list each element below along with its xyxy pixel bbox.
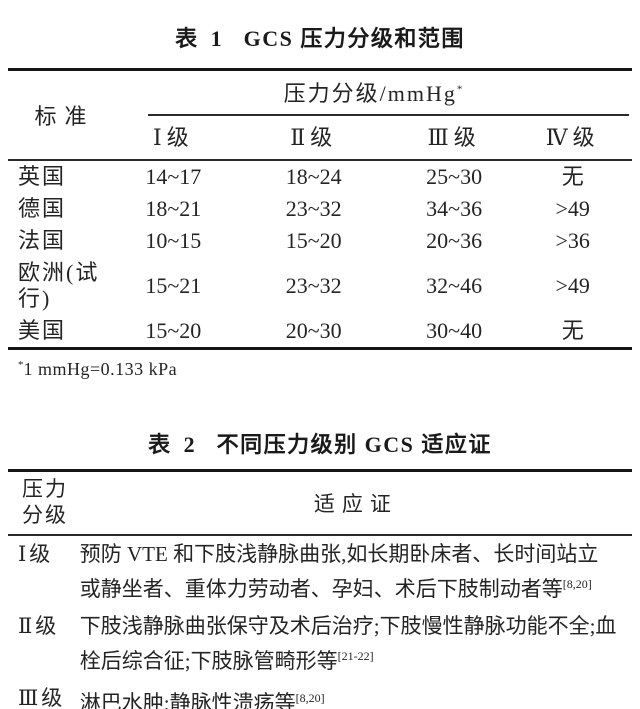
table2-indications: 压力 分级 适应证 Ⅰ级 预防 VTE 和下肢浅静脉曲张,如长期卧床者、长时间站… [8,469,632,709]
indication-text: 预防 VTE 和下肢浅静脉曲张,如长期卧床者、长时间站立或静坐者、重体力劳动者、… [79,542,599,601]
table2-header-row: 压力 分级 适应证 [8,470,632,536]
table-row: 欧洲(试行) 15~21 23~32 32~46 >49 [8,257,632,315]
table1-header-level-1: Ⅰ级 [114,116,233,161]
table1-header-pressure-group: 压力分级/mmHg* [114,70,632,117]
cell-value: 20~30 [285,318,342,343]
table-row: Ⅰ级 预防 VTE 和下肢浅静脉曲张,如长期卧床者、长时间站立或静坐者、重体力劳… [8,535,632,608]
table-row: 法国 10~15 15~20 20~36 >36 [8,225,632,257]
cell-standard: 德国 [18,196,67,221]
cell-value: 18~21 [145,196,202,221]
citation-superscript: [8,20] [562,577,592,591]
table1-header-standard: 标准 [8,69,115,161]
footnote-mark: * [18,359,24,371]
header-grade-line2: 分级 [22,503,68,527]
cell-value: 34~36 [426,196,483,221]
table1-pressure-grades: 标准 压力分级/mmHg* Ⅰ级 Ⅱ级 Ⅲ级 Ⅳ级 英国 14~17 18~24… [8,68,632,350]
cell-grade: Ⅲ级 [18,686,66,709]
table1-label: 表 1 [175,26,226,51]
cell-value: 30~40 [426,318,483,343]
table1-header-level-4: Ⅳ级 [513,116,632,161]
cell-indication: 预防 VTE 和下肢浅静脉曲张,如长期卧床者、长时间站立或静坐者、重体力劳动者、… [80,535,632,608]
cell-standard: 美国 [18,318,67,343]
cell-value: 15~21 [145,273,202,298]
table1-header-level-3: Ⅲ级 [394,116,514,161]
cell-value: 25~30 [426,164,483,189]
table1-header-level-2: Ⅱ级 [232,116,395,161]
table2-label: 表 2 [148,432,199,457]
cell-value: 15~20 [285,228,342,253]
table1-header-row-levels: Ⅰ级 Ⅱ级 Ⅲ级 Ⅳ级 [8,116,632,161]
table-row: 德国 18~21 23~32 34~36 >49 [8,193,632,225]
cell-value: >36 [555,228,590,253]
cell-value: 15~20 [145,318,202,343]
table2-header-grade: 压力 分级 [8,470,80,536]
cell-value: 18~24 [285,164,342,189]
table-row: 美国 15~20 20~30 30~40 无 [8,315,632,349]
table1-footnote: *1 mmHg=0.133 kPa [18,359,632,380]
table-row: 英国 14~17 18~24 25~30 无 [8,160,632,193]
cell-value: 14~17 [145,164,202,189]
cell-value: 无 [561,164,584,189]
cell-standard: 法国 [18,228,67,253]
table2-title-text: 不同压力级别 GCS 适应证 [216,432,492,457]
cell-value: 20~36 [426,228,483,253]
cell-standard: 英国 [18,164,67,189]
indication-text: 下肢浅静脉曲张保守及术后治疗;下肢慢性静脉功能不全;血栓后综合征;下肢脉管畸形等 [79,614,617,673]
table-row: Ⅲ级 淋巴水肿;静脉性溃疡等[8,20] [8,680,632,709]
citation-superscript: [21-22] [337,649,374,663]
cell-grade: Ⅱ级 [18,614,60,638]
cell-value: >49 [555,273,590,298]
table2-header-indication: 适应证 [79,470,632,536]
cell-value: 10~15 [145,228,202,253]
cell-grade: Ⅰ级 [18,542,54,566]
cell-value: >49 [555,196,590,221]
cell-indication: 下肢浅静脉曲张保守及术后治疗;下肢慢性静脉功能不全;血栓后综合征;下肢脉管畸形等… [80,608,632,680]
pressure-group-text: 压力分级/mmHg [283,81,457,106]
table1-header-row-group: 标准 压力分级/mmHg* [8,69,632,161]
table1-title-text: GCS 压力分级和范围 [243,26,465,51]
cell-value: 23~32 [285,196,342,221]
cell-standard: 欧洲(试行) [18,260,100,311]
cell-indication: 淋巴水肿;静脉性溃疡等[8,20] [80,680,632,709]
table1-title: 表 1 GCS 压力分级和范围 [8,24,632,53]
pressure-group-footnote-mark: * [456,83,463,96]
cell-value: 无 [561,318,584,343]
footnote-text: 1 mmHg=0.133 kPa [23,359,178,379]
table-row: Ⅱ级 下肢浅静脉曲张保守及术后治疗;下肢慢性静脉功能不全;血栓后综合征;下肢脉管… [8,608,632,680]
table2-title: 表 2 不同压力级别 GCS 适应证 [8,430,632,459]
citation-superscript: [8,20] [295,691,325,705]
cell-value: 32~46 [426,273,483,298]
indication-text: 淋巴水肿;静脉性溃疡等 [79,691,296,709]
header-grade-line1: 压力 [22,477,68,501]
cell-value: 23~32 [285,273,342,298]
